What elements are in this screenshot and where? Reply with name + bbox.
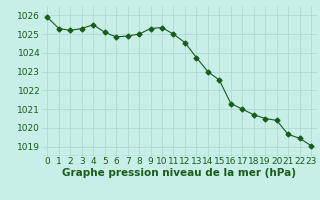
X-axis label: Graphe pression niveau de la mer (hPa): Graphe pression niveau de la mer (hPa) (62, 168, 296, 178)
